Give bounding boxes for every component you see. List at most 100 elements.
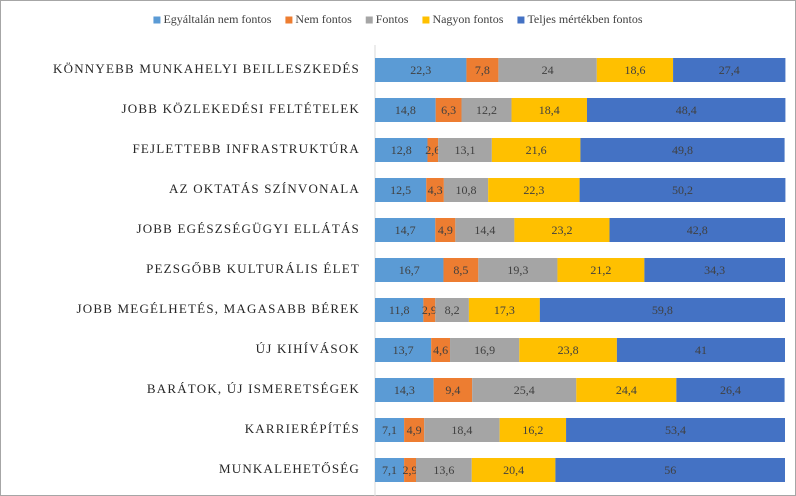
bar-segment xyxy=(498,58,597,82)
data-label: 14,4 xyxy=(474,223,495,237)
data-label: 11,8 xyxy=(389,303,410,317)
legend-swatch xyxy=(422,16,430,24)
data-label: 27,4 xyxy=(719,63,740,77)
category-label: KÖNNYEBB MUNKAHELYI BEILLESZKEDÉS xyxy=(53,61,360,76)
bar-segment xyxy=(466,58,499,82)
bar-segment xyxy=(375,378,434,402)
category-label: JOBB EGÉSZSÉGÜGYI ELLÁTÁS xyxy=(136,221,360,236)
data-label: 7,1 xyxy=(382,423,397,437)
bar-segment xyxy=(375,218,436,242)
data-label: 24,4 xyxy=(616,383,637,397)
data-label: 2,9 xyxy=(422,303,437,317)
bar-segment xyxy=(424,418,500,442)
bar-segment xyxy=(375,178,427,202)
data-label: 4,9 xyxy=(407,423,422,437)
bar-segment xyxy=(468,298,540,322)
legend-swatch xyxy=(517,16,525,24)
data-label: 13,7 xyxy=(393,343,414,357)
data-label: 56 xyxy=(664,463,676,477)
legend-swatch xyxy=(285,16,293,24)
bar-segment xyxy=(478,258,558,282)
data-label: 18,6 xyxy=(624,63,645,77)
data-label: 23,2 xyxy=(551,223,572,237)
legend-label: Nagyon fontos xyxy=(432,12,503,26)
bar-segment xyxy=(375,298,424,322)
data-label: 17,3 xyxy=(494,303,515,317)
data-label: 22,3 xyxy=(523,183,544,197)
data-label: 8,5 xyxy=(453,263,468,277)
data-label: 59,8 xyxy=(652,303,673,317)
data-label: 13,1 xyxy=(454,143,475,157)
bar-segment xyxy=(580,138,785,162)
data-label: 21,2 xyxy=(590,263,611,277)
legend-label: Nem fontos xyxy=(295,12,352,26)
bar-segment xyxy=(491,138,581,162)
data-label: 25,4 xyxy=(514,383,535,397)
bar-segment xyxy=(566,418,785,442)
data-label: 12,5 xyxy=(390,183,411,197)
data-label: 16,2 xyxy=(522,423,543,437)
bar-segment xyxy=(609,218,785,242)
data-label: 49,8 xyxy=(672,143,693,157)
data-label: 26,4 xyxy=(720,383,741,397)
bar-segment xyxy=(673,58,786,82)
data-label: 18,4 xyxy=(451,423,472,437)
legend-swatch xyxy=(153,16,161,24)
bar-segment xyxy=(375,258,444,282)
bar-segment xyxy=(472,378,577,402)
bar-segment xyxy=(579,178,786,202)
data-label: 21,6 xyxy=(526,143,547,157)
bar-segment xyxy=(375,98,436,122)
category-label: FEJLETTEBB INFRASTRUKTÚRA xyxy=(132,141,360,156)
data-label: 14,3 xyxy=(394,383,415,397)
bar-segment xyxy=(511,98,587,122)
data-label: 50,2 xyxy=(672,183,693,197)
data-label: 41 xyxy=(695,343,707,357)
bar-segment xyxy=(375,418,405,442)
bar-segment xyxy=(596,58,674,82)
data-label: 13,6 xyxy=(433,463,454,477)
bar-segment xyxy=(576,378,677,402)
data-label: 14,7 xyxy=(395,223,416,237)
legend-label: Teljes mértékben fontos xyxy=(527,12,642,26)
data-label: 12,8 xyxy=(391,143,412,157)
data-label: 48,4 xyxy=(676,103,697,117)
bar-segment xyxy=(427,138,439,162)
data-label: 42,8 xyxy=(687,223,708,237)
legend-label: Egyáltalán nem fontos xyxy=(163,12,271,26)
bar-segment xyxy=(433,378,473,402)
bar-segment xyxy=(514,218,610,242)
bar-segment xyxy=(375,58,467,82)
category-label: JOBB MEGÉLHETÉS, MAGASABB BÉREK xyxy=(77,301,361,316)
data-label: 9,4 xyxy=(445,383,460,397)
category-label: AZ OKTATÁS SZÍNVONALA xyxy=(169,181,360,196)
data-label: 19,3 xyxy=(507,263,528,277)
bar-segment xyxy=(488,178,580,202)
bar-segment xyxy=(375,138,428,162)
bar-segment xyxy=(426,178,444,202)
bar-segment xyxy=(455,218,515,242)
data-label: 53,4 xyxy=(665,423,686,437)
category-label: ÚJ KIHÍVÁSOK xyxy=(256,341,360,356)
category-label: JOBB KÖZLEKEDÉSI FELTÉTELEK xyxy=(122,101,360,116)
bar-segment xyxy=(586,98,786,122)
bar-segment xyxy=(499,418,567,442)
bar-segment xyxy=(375,458,405,482)
bar-segment xyxy=(431,338,451,362)
category-label: BARÁTOK, ÚJ ISMERETSÉGEK xyxy=(147,381,360,396)
data-label: 22,3 xyxy=(410,63,431,77)
data-label: 8,2 xyxy=(445,303,460,317)
bar-segment xyxy=(676,378,785,402)
bar-segment xyxy=(443,258,479,282)
data-label: 4,9 xyxy=(438,223,453,237)
data-label: 4,6 xyxy=(433,343,448,357)
bar-segment xyxy=(435,298,469,322)
legend-swatch xyxy=(365,16,373,24)
bar-segment xyxy=(375,338,432,362)
bar-segment xyxy=(435,98,462,122)
bar-segment xyxy=(423,298,436,322)
bar-segment xyxy=(416,458,472,482)
bar-segment xyxy=(443,178,489,202)
data-label: 6,3 xyxy=(441,103,456,117)
